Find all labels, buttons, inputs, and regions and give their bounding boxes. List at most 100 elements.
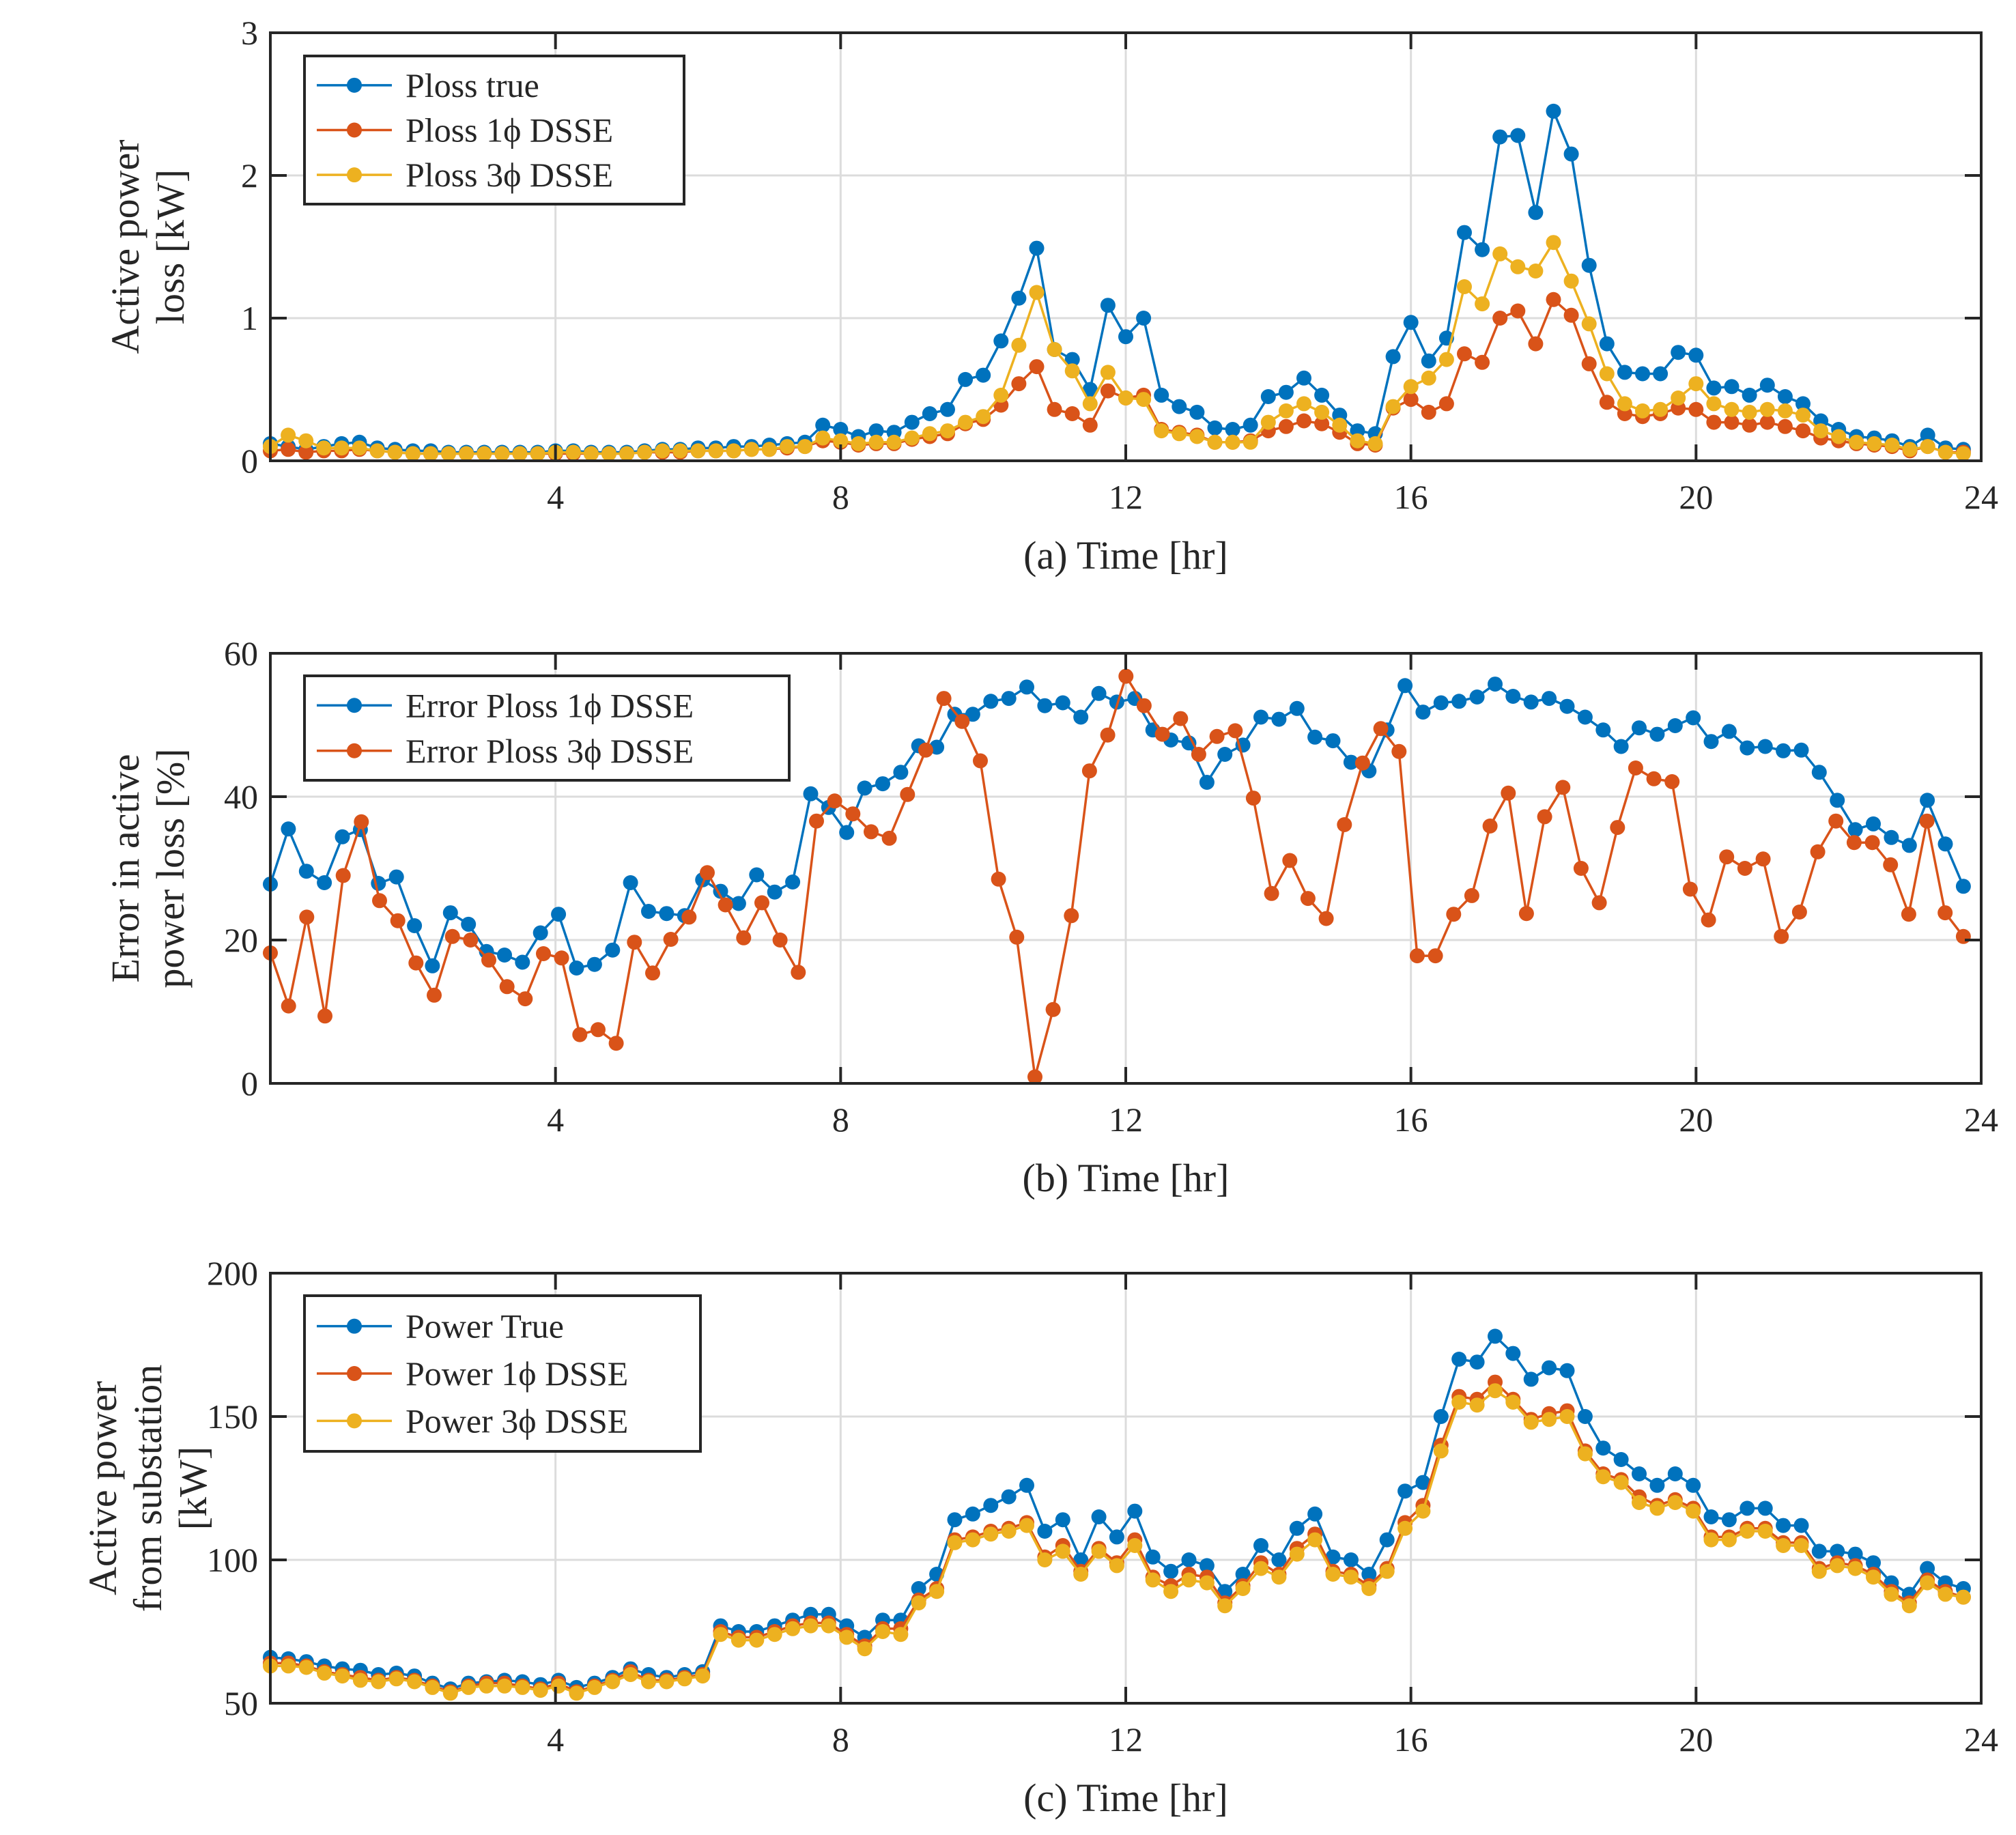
series-0-point-18 bbox=[586, 956, 602, 972]
series-2-point-26 bbox=[730, 1632, 746, 1648]
series-2-point-12 bbox=[477, 446, 492, 461]
series-2-point-6 bbox=[369, 443, 385, 459]
series-2-point-34 bbox=[868, 434, 884, 450]
series-0-point-46 bbox=[1082, 382, 1098, 397]
series-2-point-72 bbox=[1559, 1409, 1575, 1424]
series-2-point-69 bbox=[1492, 246, 1508, 261]
series-2-point-19 bbox=[605, 1674, 621, 1690]
series-1-point-85 bbox=[1777, 418, 1793, 434]
series-1-point-83 bbox=[1742, 417, 1757, 433]
x-axis-label: (a) Time [hr] bbox=[1023, 533, 1228, 578]
series-0-point-41 bbox=[1001, 1489, 1017, 1505]
series-2-point-70 bbox=[1510, 259, 1526, 274]
series-0-point-16 bbox=[551, 907, 567, 922]
series-2-point-85 bbox=[1777, 403, 1793, 418]
series-1-point-18 bbox=[591, 1022, 606, 1038]
series-0-point-49 bbox=[1136, 311, 1152, 326]
series-1-point-44 bbox=[1064, 908, 1079, 924]
series-0-point-61 bbox=[1361, 1567, 1377, 1582]
legend-entry-1: Power 1ϕ DSSE bbox=[406, 1354, 628, 1393]
series-1-point-21 bbox=[645, 965, 660, 981]
legend: Power True Power 1ϕ DSSE Power 3ϕ DSSE bbox=[303, 1294, 702, 1453]
series-2-point-73 bbox=[1563, 273, 1579, 289]
series-0-point-37 bbox=[922, 406, 937, 421]
series-2-point-77 bbox=[1649, 1500, 1665, 1516]
series-0-point-72 bbox=[1559, 1363, 1575, 1378]
series-0-point-74 bbox=[1581, 257, 1597, 273]
series-2-point-81 bbox=[1721, 1532, 1737, 1548]
series-2-point-94 bbox=[1937, 444, 1953, 460]
series-0-point-53 bbox=[1217, 1584, 1233, 1599]
series-0-point-39 bbox=[965, 707, 980, 722]
y-tick-label: 2 bbox=[241, 156, 258, 195]
series-2-point-61 bbox=[1361, 1581, 1377, 1596]
series-2-point-34 bbox=[875, 1624, 890, 1639]
series-2-point-38 bbox=[947, 1535, 963, 1550]
series-0-point-60 bbox=[1343, 1552, 1359, 1567]
series-0-point-59 bbox=[1325, 1549, 1341, 1565]
series-2-point-90 bbox=[1866, 436, 1882, 451]
series-1-point-73 bbox=[1563, 307, 1579, 323]
series-2-point-23 bbox=[672, 443, 688, 459]
series-2-point-38 bbox=[940, 423, 955, 439]
series-0-point-80 bbox=[1688, 347, 1704, 363]
series-2-point-83 bbox=[1742, 404, 1757, 420]
series-2-point-79 bbox=[1686, 1503, 1701, 1519]
y-axis-label-line-0: Active power bbox=[103, 139, 147, 354]
series-1-point-4 bbox=[335, 868, 351, 883]
legend-entry-2: Ploss 3ϕ DSSE bbox=[406, 156, 613, 194]
series-2-point-91 bbox=[1901, 1598, 1917, 1614]
series-1-point-76 bbox=[1646, 771, 1662, 786]
series-0-point-34 bbox=[875, 776, 890, 792]
series-1-point-68 bbox=[1475, 354, 1490, 370]
series-1-point-70 bbox=[1537, 809, 1552, 825]
series-1-point-10 bbox=[444, 928, 460, 944]
series-1-point-69 bbox=[1518, 906, 1534, 922]
series-0-point-81 bbox=[1721, 724, 1737, 739]
series-1-point-41 bbox=[1009, 929, 1025, 945]
series-1-point-19 bbox=[608, 1036, 624, 1051]
series-0-point-66 bbox=[1451, 1352, 1467, 1367]
series-2-point-49 bbox=[1145, 1572, 1161, 1588]
series-2-point-82 bbox=[1724, 401, 1740, 417]
series-0-point-71 bbox=[1542, 691, 1557, 707]
series-0-point-79 bbox=[1686, 710, 1701, 726]
series-0-point-44 bbox=[1055, 695, 1070, 711]
series-2-point-86 bbox=[1811, 1563, 1827, 1579]
series-2-point-94 bbox=[1955, 1589, 1971, 1605]
series-1-point-61 bbox=[1373, 721, 1389, 737]
series-2-point-71 bbox=[1542, 1412, 1557, 1427]
series-2-point-49 bbox=[1136, 392, 1152, 408]
series-0-point-8 bbox=[407, 918, 423, 933]
series-1-point-64 bbox=[1428, 948, 1443, 964]
series-1-point-82 bbox=[1724, 414, 1740, 430]
series-1-point-20 bbox=[627, 935, 642, 950]
series-2-point-17 bbox=[569, 1685, 584, 1701]
series-0-point-41 bbox=[993, 333, 1009, 349]
series-2-point-33 bbox=[857, 1641, 872, 1657]
series-2-point-7 bbox=[387, 444, 403, 460]
series-2-point-29 bbox=[780, 439, 795, 455]
series-0-point-91 bbox=[1901, 838, 1917, 853]
series-1-point-43 bbox=[1029, 359, 1045, 375]
series-1-point-6 bbox=[372, 893, 387, 909]
y-axis-label-line-0: Active power bbox=[81, 1381, 125, 1595]
series-1-point-82 bbox=[1755, 851, 1771, 867]
x-tick-label: 20 bbox=[1679, 478, 1713, 516]
y-axis-label-line-1: loss [kW] bbox=[148, 169, 193, 324]
legend-swatch-marker-2 bbox=[347, 1413, 362, 1429]
series-0-point-40 bbox=[976, 367, 991, 383]
series-1-point-2 bbox=[298, 444, 314, 460]
series-0-point-70 bbox=[1510, 128, 1526, 143]
series-2-point-62 bbox=[1367, 436, 1383, 451]
series-0-point-28 bbox=[767, 884, 782, 900]
series-0-point-29 bbox=[785, 874, 801, 890]
legend-swatch-marker-2 bbox=[347, 167, 362, 183]
series-0-point-74 bbox=[1595, 722, 1611, 738]
series-2-point-80 bbox=[1688, 376, 1704, 392]
series-1-point-86 bbox=[1795, 423, 1811, 439]
series-0-point-77 bbox=[1635, 366, 1650, 382]
series-0-point-68 bbox=[1475, 242, 1490, 257]
series-0-point-27 bbox=[749, 867, 765, 883]
series-0-point-42 bbox=[1019, 679, 1034, 695]
